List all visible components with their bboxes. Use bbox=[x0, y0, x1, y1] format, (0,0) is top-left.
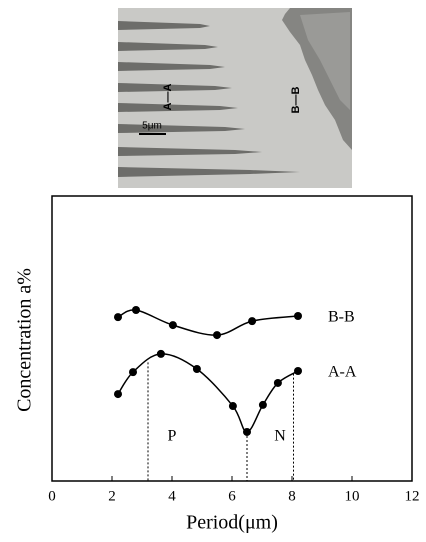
data-point bbox=[259, 401, 267, 409]
x-tick-label: 10 bbox=[345, 488, 360, 504]
micro-label: A—A bbox=[162, 84, 174, 111]
data-point bbox=[129, 368, 137, 376]
series-line bbox=[118, 354, 298, 432]
data-point bbox=[157, 350, 165, 358]
figure: A—A B—B 5μm Period(μm) Concentration a% … bbox=[0, 0, 426, 542]
data-point bbox=[114, 390, 122, 398]
data-point bbox=[132, 306, 140, 314]
x-tick-label: 6 bbox=[228, 488, 236, 504]
data-point bbox=[114, 313, 122, 321]
x-tick-label: 4 bbox=[168, 488, 176, 504]
y-axis-label: Concentration a% bbox=[14, 268, 36, 412]
micrograph: A—A B—B 5μm bbox=[118, 8, 352, 188]
data-point bbox=[294, 367, 302, 375]
micro-label: B—B bbox=[290, 87, 302, 114]
data-point bbox=[213, 331, 221, 339]
series-label: B-B bbox=[328, 309, 355, 326]
series-label: A-A bbox=[328, 364, 357, 381]
series-line bbox=[118, 310, 298, 335]
x-tick-label: 12 bbox=[405, 488, 420, 504]
data-point bbox=[294, 312, 302, 320]
x-tick-label: 8 bbox=[288, 488, 296, 504]
x-axis-label: Period(μm) bbox=[186, 512, 278, 534]
annotation: N bbox=[274, 428, 286, 445]
annotation: P bbox=[168, 428, 177, 445]
data-point bbox=[169, 321, 177, 329]
scale-label: 5μm bbox=[142, 121, 162, 132]
data-point bbox=[248, 317, 256, 325]
data-point bbox=[193, 365, 201, 373]
plot-frame bbox=[52, 196, 412, 481]
data-point bbox=[274, 379, 282, 387]
data-point bbox=[229, 402, 237, 410]
x-tick-label: 0 bbox=[48, 488, 56, 504]
x-tick-label: 2 bbox=[108, 488, 116, 504]
